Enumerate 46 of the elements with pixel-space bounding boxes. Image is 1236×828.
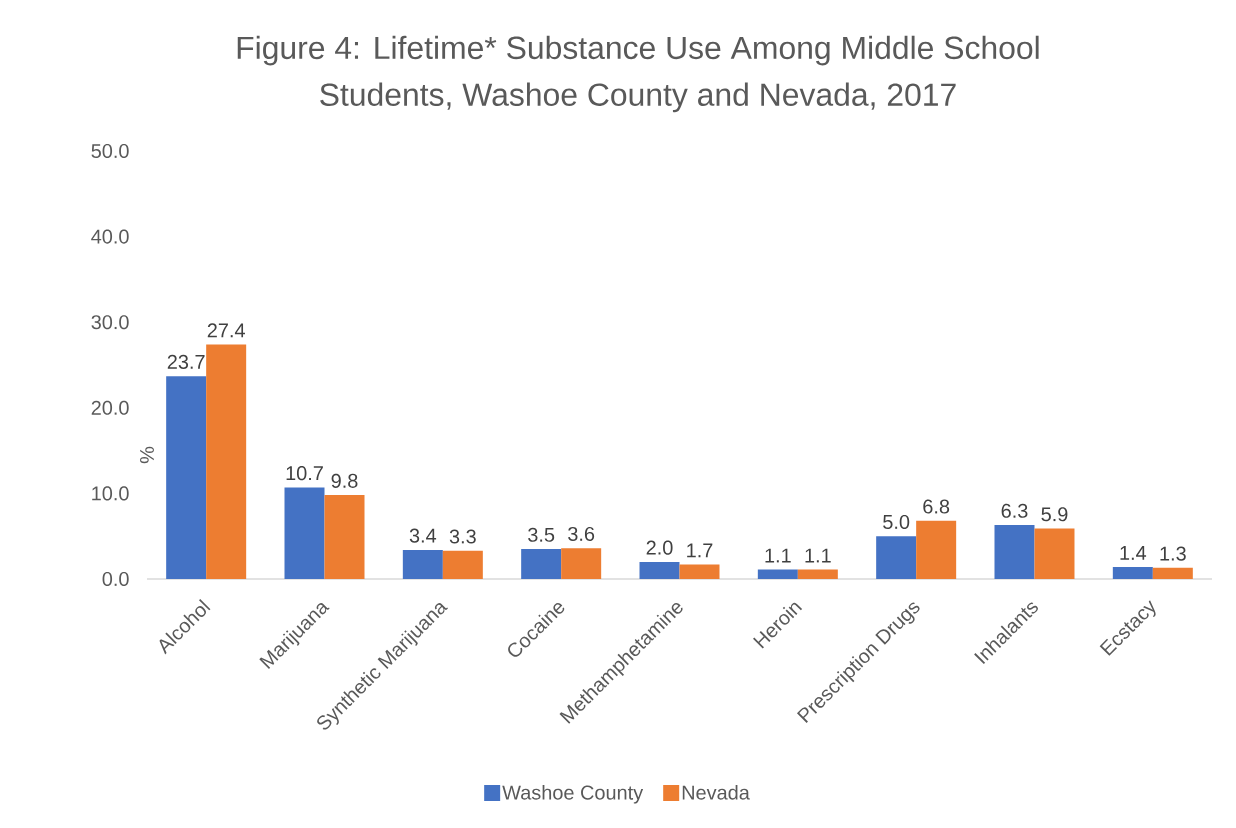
bar	[521, 549, 562, 579]
data-label: 2.0	[646, 540, 673, 555]
bar	[639, 561, 680, 579]
y-tick-label: 10.0	[92, 486, 129, 501]
y-tick-label: 50.0	[91, 143, 129, 159]
data-label: 27.4	[207, 323, 245, 338]
data-label: 1.4	[1120, 546, 1147, 560]
data-label: 3.4	[409, 528, 437, 543]
bar	[166, 376, 207, 579]
bar	[1152, 567, 1193, 579]
legend-label: Washoe County	[502, 785, 644, 804]
data-label: 1.3	[1160, 546, 1186, 561]
bar	[324, 495, 365, 579]
data-label: 3.6	[568, 526, 595, 541]
data-label: 9.8	[331, 473, 358, 488]
y-tick-label: 40.0	[91, 229, 129, 244]
bar	[206, 344, 247, 579]
chart-title: Figure 4: Lifetime* Substance Use Among Middle School Students, Washoe County and Nevada, 2017	[237, 35, 1039, 113]
data-label: 5.9	[1041, 507, 1068, 522]
data-label: 5.0	[883, 514, 910, 529]
bar	[797, 569, 838, 579]
bar	[1034, 528, 1075, 579]
y-tick-label: 20.0	[91, 400, 129, 415]
bar	[442, 550, 483, 579]
bar	[561, 548, 602, 579]
data-label: 1.1	[805, 548, 831, 563]
bar	[916, 520, 957, 579]
y-tick-label: 30.0	[91, 315, 129, 330]
data-label: 23.7	[167, 354, 205, 369]
data-label: 3.5	[528, 527, 555, 542]
y-tick-label: 0.0	[102, 571, 129, 587]
data-label: 3.3	[449, 529, 476, 544]
data-label: 6.8	[923, 499, 950, 514]
data-label: 6.3	[1001, 503, 1028, 518]
bar	[402, 549, 443, 579]
data-label: 1.1	[765, 548, 791, 563]
bar	[994, 525, 1035, 579]
bar	[876, 536, 917, 579]
legend-label: Nevada	[682, 785, 750, 800]
bar	[679, 564, 720, 579]
bar	[284, 487, 325, 579]
data-label: 1.7	[687, 543, 713, 558]
bar	[757, 569, 798, 579]
bar	[1112, 567, 1153, 579]
y-axis-title: %	[140, 446, 154, 464]
data-label: 10.7	[286, 466, 323, 481]
